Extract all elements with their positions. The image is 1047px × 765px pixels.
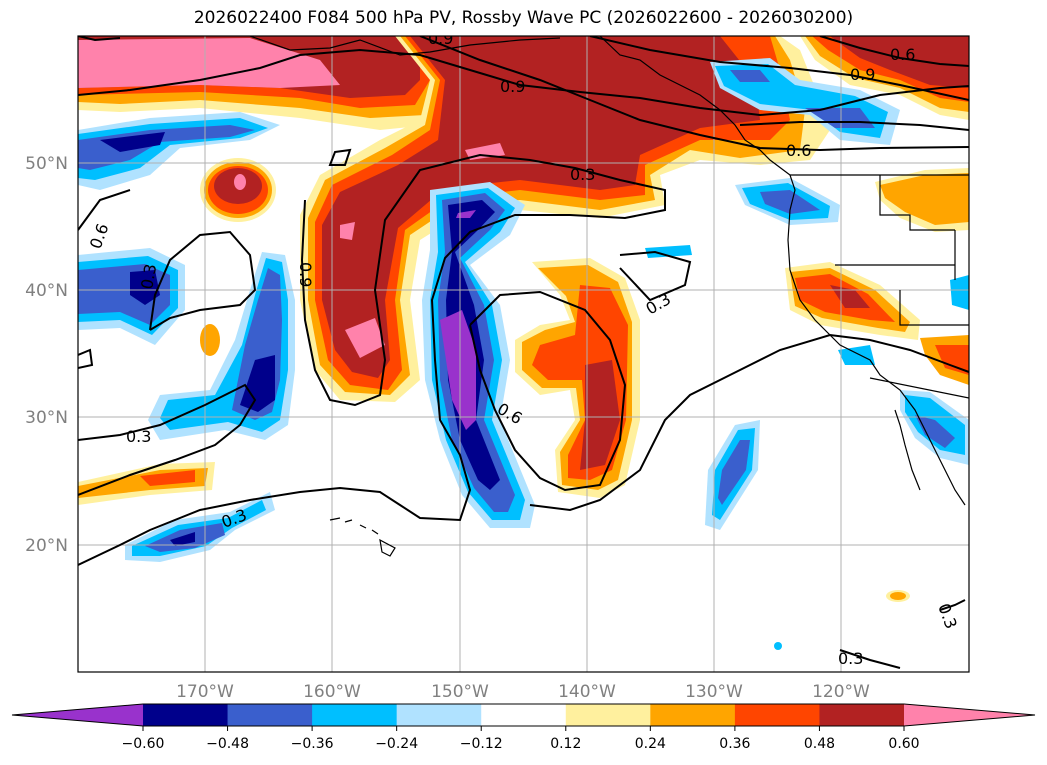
colorbar-tick-label: −0.12: [460, 736, 503, 752]
longitude-labels: 170°W 160°W 150°W 140°W 130°W 120°W: [176, 682, 870, 702]
colorbar-swatch: [565, 704, 651, 726]
latitude-labels: 50°N 40°N 30°N 20°N: [25, 154, 68, 556]
pv-anomaly-rockies-ridge: [875, 168, 969, 232]
pv-anomaly-west-trough: [148, 252, 295, 440]
contour-label: 0.9: [850, 65, 875, 84]
lon-label: 150°W: [431, 682, 489, 702]
colorbar-swatch: [734, 704, 820, 726]
colorbar-tick-label: −0.36: [291, 736, 334, 752]
lat-label: 40°N: [25, 281, 68, 301]
pv-fill-layer: 0.9 0.6 0.9 0.6 0.9 0.3 0.6 0.3 0.9 0.3 …: [78, 29, 969, 672]
colorbar-swatch: [227, 704, 313, 726]
pc-contours: [78, 36, 969, 669]
lon-label: 170°W: [176, 682, 234, 702]
pv-anomaly-california-ridge: [785, 262, 920, 340]
lon-label: 160°W: [303, 682, 361, 702]
pv-anomaly-subtropical: [78, 462, 215, 505]
lat-label: 20°N: [25, 536, 68, 556]
lat-label: 50°N: [25, 154, 68, 174]
colorbar-tick-label: 0.12: [550, 736, 581, 752]
colorbar-tick-label: −0.60: [122, 736, 165, 752]
lon-label: 130°W: [685, 682, 743, 702]
map-frame: [77, 35, 970, 673]
chart-title: 2026022400 F084 500 hPa PV, Rossby Wave …: [193, 8, 854, 28]
colorbar: −0.60 −0.48 −0.36 −0.24 −0.12 0.12 0.24 0.36 0.4…: [11, 703, 1036, 752]
contour-label: 0.9: [428, 29, 453, 48]
pv-anomaly-northeast-trough: [710, 58, 900, 145]
contour-label: 0.3: [570, 165, 595, 184]
colorbar-swatch: [650, 704, 736, 726]
colorbar-extend-high: [904, 704, 1035, 726]
colorbar-swatch: [143, 704, 229, 726]
contour-label: 0.9: [296, 262, 315, 287]
colorbar-swatch: [396, 704, 482, 726]
graticule: [78, 36, 969, 672]
colorbar-swatch: [819, 704, 905, 726]
pv-anomaly-baja: [645, 245, 969, 650]
colorbar-tick-label: 0.60: [888, 736, 919, 752]
colorbar-swatch: [312, 704, 398, 726]
colorbar-tick-label: 0.24: [635, 736, 666, 752]
colorbar-tick-label: −0.24: [375, 736, 418, 752]
pv-anomaly-top-left: [78, 36, 446, 130]
colorbar-tick-label: 0.48: [804, 736, 835, 752]
lon-label: 140°W: [558, 682, 616, 702]
pv-anomaly-small-ridge: [200, 158, 276, 222]
colorbar-extend-low: [12, 704, 143, 726]
lon-label: 120°W: [812, 682, 870, 702]
coastline: [249, 36, 969, 557]
contour-label: 0.3: [137, 262, 160, 290]
pv-anomaly-north-west: [78, 112, 280, 190]
contour-label: 0.3: [126, 427, 151, 446]
pv-anomaly-tiny: [200, 324, 220, 356]
contour-label: 0.9: [500, 77, 525, 96]
colorbar-swatch: [481, 704, 567, 726]
lat-label: 30°N: [25, 408, 68, 428]
pv-anomaly-east-trough: [705, 420, 760, 530]
contour-label: 0.6: [786, 141, 811, 160]
contour-label: 0.3: [838, 649, 863, 668]
colorbar-tick-label: 0.36: [719, 736, 750, 752]
contour-label: 0.6: [890, 45, 915, 64]
pv-anomaly-central-ridge: [300, 36, 830, 402]
colorbar-tick-label: −0.48: [206, 736, 249, 752]
pv-anomaly-pnw-trough: [735, 178, 840, 225]
